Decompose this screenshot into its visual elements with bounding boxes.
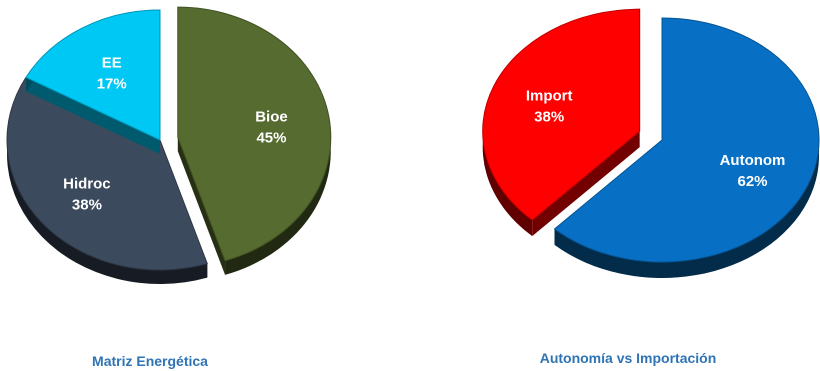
- chart-title-autonomia-importacion: Autonomía vs Importación: [540, 350, 717, 366]
- slice-value-autonom: 62%: [737, 173, 767, 190]
- pie-slice-autonom: [553, 17, 820, 278]
- slice-label-import: Import: [526, 87, 573, 104]
- slice-label-ee: EE: [102, 55, 122, 72]
- slice-label-autonom: Autonom: [720, 152, 786, 169]
- pie-slice-ee: [25, 9, 161, 154]
- pie-chart-autonomia-importacion: Autonom 62% Import 38%: [482, 8, 820, 278]
- slice-label-hidroc: Hidroc: [63, 175, 111, 192]
- slice-value-ee: 17%: [97, 76, 127, 93]
- slice-label-bioe: Bioe: [255, 109, 288, 126]
- chart-title-matriz-energetica: Matriz Energética: [92, 353, 208, 369]
- slice-value-hidroc: 38%: [72, 196, 102, 213]
- slice-value-import: 38%: [534, 108, 564, 125]
- pie-chart-matriz-energetica: Bioe 45% Hidroc 38% EE 17%: [6, 6, 332, 285]
- slice-value-bioe: 45%: [256, 130, 286, 147]
- pie-slice-import: [482, 8, 641, 237]
- pie-slice-bioe: [177, 6, 332, 275]
